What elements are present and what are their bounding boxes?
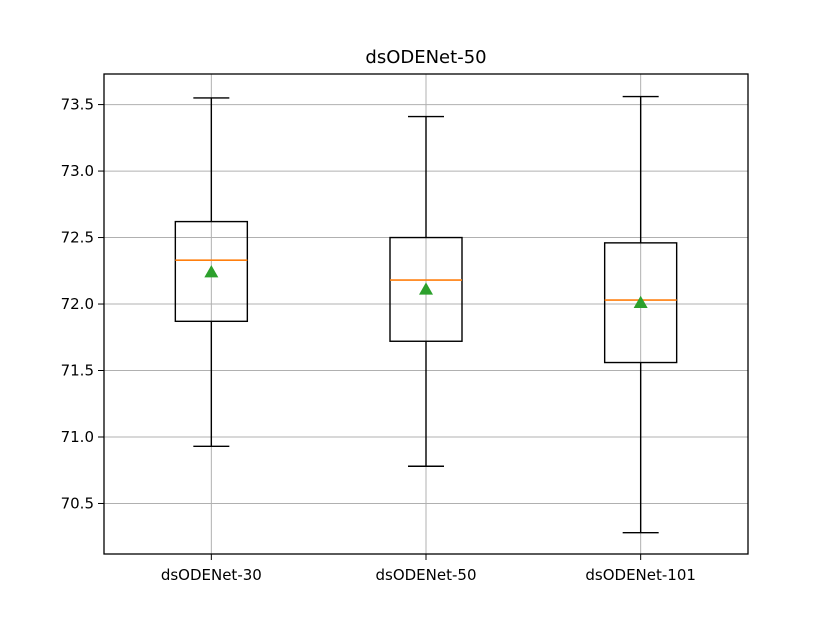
iqr-box [389,236,463,342]
y-tick-label: 70.5 [61,494,94,512]
y-tick-label: 71.5 [61,362,94,380]
x-tick-label: dsODENet-30 [161,566,262,584]
box-dsODENet-50 [389,115,463,467]
y-tick-label: 72.5 [61,229,94,247]
iqr-box [603,242,678,364]
mean-marker [204,265,219,278]
plot-frame [103,73,749,555]
y-axis-ticks: 70.5 71.0 71.5 72.0 72.5 73.0 73.5 [61,96,104,512]
x-axis-ticks: dsODENet-30 dsODENet-50 dsODENet-101 [161,554,696,584]
box-dsODENet-30 [174,97,249,447]
mean-marker [419,282,433,295]
x-tick-label: dsODENet-101 [585,566,696,584]
y-tick-label: 72.0 [61,295,94,313]
x-tick-label: dsODENet-50 [375,566,476,584]
boxes [174,95,678,534]
box-dsODENet-101 [603,95,678,534]
y-tick-label: 71.0 [61,428,94,446]
y-tick-label: 73.5 [61,96,94,114]
iqr-box [174,220,249,323]
chart-title: dsODENet-50 [365,47,486,68]
mean-marker [633,295,648,308]
y-tick-label: 73.0 [61,162,94,180]
